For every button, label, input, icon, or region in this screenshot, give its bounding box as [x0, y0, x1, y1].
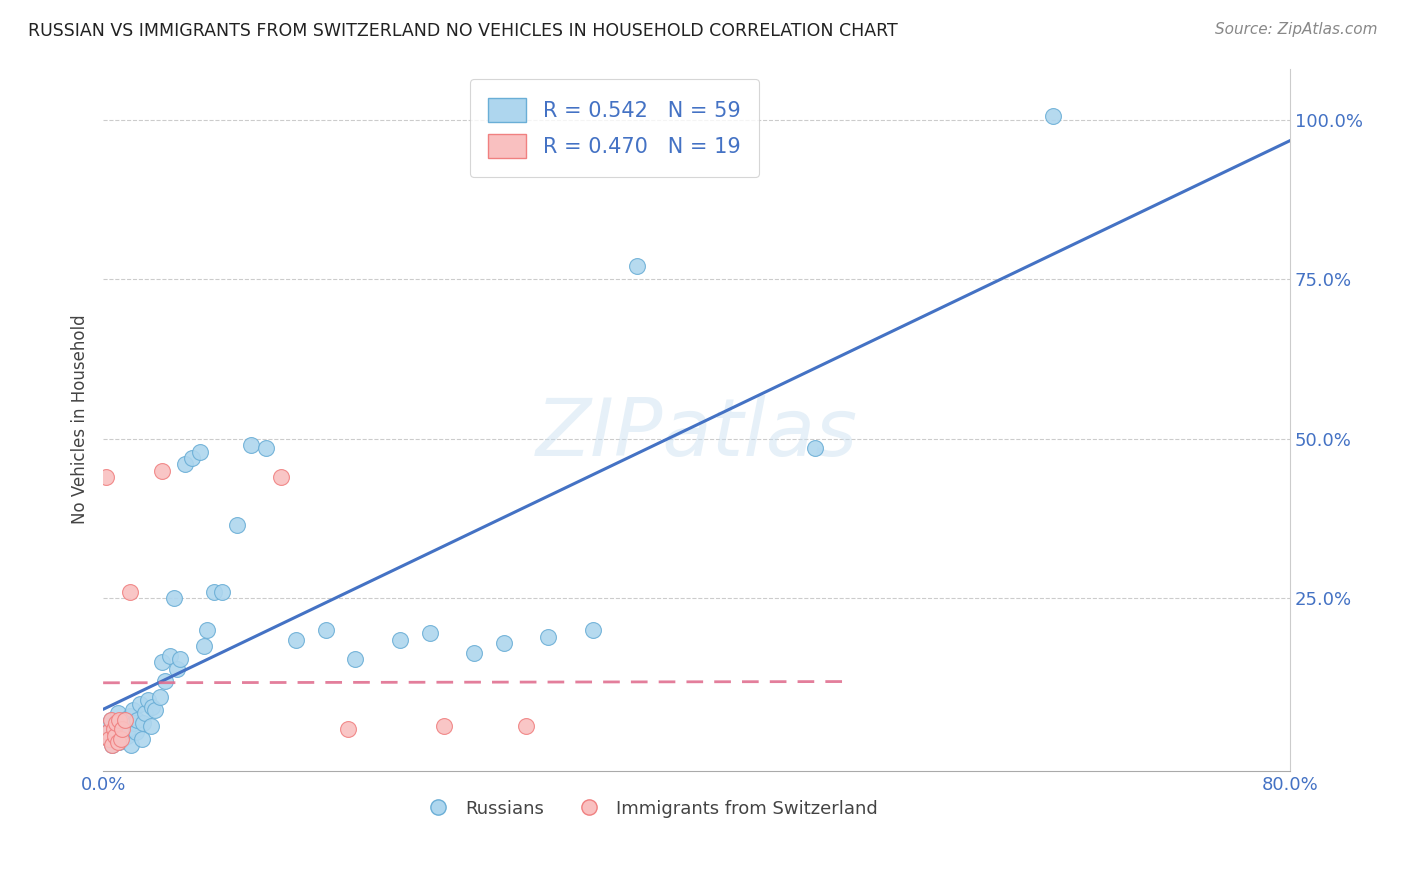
- Point: [129, 697, 152, 711]
- Point: [105, 715, 128, 730]
- Y-axis label: No Vehicles in Household: No Vehicles in Household: [72, 315, 89, 524]
- Point: [336, 722, 359, 736]
- Point: [100, 713, 122, 727]
- Point: [492, 636, 515, 650]
- Point: [626, 260, 648, 274]
- Point: [418, 626, 440, 640]
- Point: [225, 517, 247, 532]
- Point: [117, 722, 139, 736]
- Point: [101, 738, 124, 752]
- Point: [141, 699, 163, 714]
- Point: [139, 719, 162, 733]
- Point: [101, 738, 124, 752]
- Point: [127, 713, 149, 727]
- Point: [121, 703, 143, 717]
- Point: [169, 652, 191, 666]
- Point: [344, 652, 367, 666]
- Point: [152, 655, 174, 669]
- Point: [103, 722, 125, 736]
- Point: [254, 442, 277, 456]
- Point: [110, 731, 132, 746]
- Point: [118, 709, 141, 723]
- Point: [515, 719, 537, 733]
- Point: [134, 706, 156, 721]
- Point: [804, 442, 827, 456]
- Point: [173, 458, 195, 472]
- Point: [193, 639, 215, 653]
- Point: [111, 722, 134, 736]
- Point: [148, 690, 170, 705]
- Point: [202, 585, 225, 599]
- Point: [159, 648, 181, 663]
- Point: [143, 703, 166, 717]
- Point: [100, 713, 122, 727]
- Point: [118, 585, 141, 599]
- Point: [112, 713, 135, 727]
- Point: [94, 470, 117, 484]
- Point: [582, 624, 605, 638]
- Point: [105, 715, 128, 730]
- Text: ZIPatlas: ZIPatlas: [536, 394, 858, 473]
- Point: [107, 735, 129, 749]
- Point: [388, 632, 411, 647]
- Point: [94, 719, 117, 733]
- Point: [114, 719, 136, 733]
- Point: [120, 738, 142, 752]
- Point: [98, 731, 121, 746]
- Point: [315, 624, 337, 638]
- Point: [97, 725, 120, 739]
- Point: [270, 470, 292, 484]
- Point: [136, 693, 159, 707]
- Point: [107, 706, 129, 721]
- Point: [537, 630, 560, 644]
- Point: [104, 729, 127, 743]
- Point: [114, 713, 136, 727]
- Point: [124, 715, 146, 730]
- Legend: Russians, Immigrants from Switzerland: Russians, Immigrants from Switzerland: [413, 792, 886, 825]
- Point: [211, 585, 233, 599]
- Point: [111, 731, 134, 746]
- Point: [131, 731, 153, 746]
- Point: [433, 719, 456, 733]
- Point: [1042, 109, 1064, 123]
- Point: [240, 438, 263, 452]
- Point: [188, 444, 211, 458]
- Point: [152, 464, 174, 478]
- Point: [155, 674, 177, 689]
- Point: [98, 731, 121, 746]
- Point: [110, 725, 132, 739]
- Text: Source: ZipAtlas.com: Source: ZipAtlas.com: [1215, 22, 1378, 37]
- Point: [104, 729, 127, 743]
- Point: [125, 725, 148, 739]
- Point: [108, 735, 131, 749]
- Point: [115, 729, 138, 743]
- Point: [285, 632, 308, 647]
- Point: [166, 662, 188, 676]
- Point: [463, 646, 485, 660]
- Point: [103, 722, 125, 736]
- Point: [97, 725, 120, 739]
- Text: RUSSIAN VS IMMIGRANTS FROM SWITZERLAND NO VEHICLES IN HOUSEHOLD CORRELATION CHAR: RUSSIAN VS IMMIGRANTS FROM SWITZERLAND N…: [28, 22, 898, 40]
- Point: [195, 624, 218, 638]
- Point: [163, 591, 186, 606]
- Point: [108, 713, 131, 727]
- Point: [181, 450, 204, 465]
- Point: [132, 715, 155, 730]
